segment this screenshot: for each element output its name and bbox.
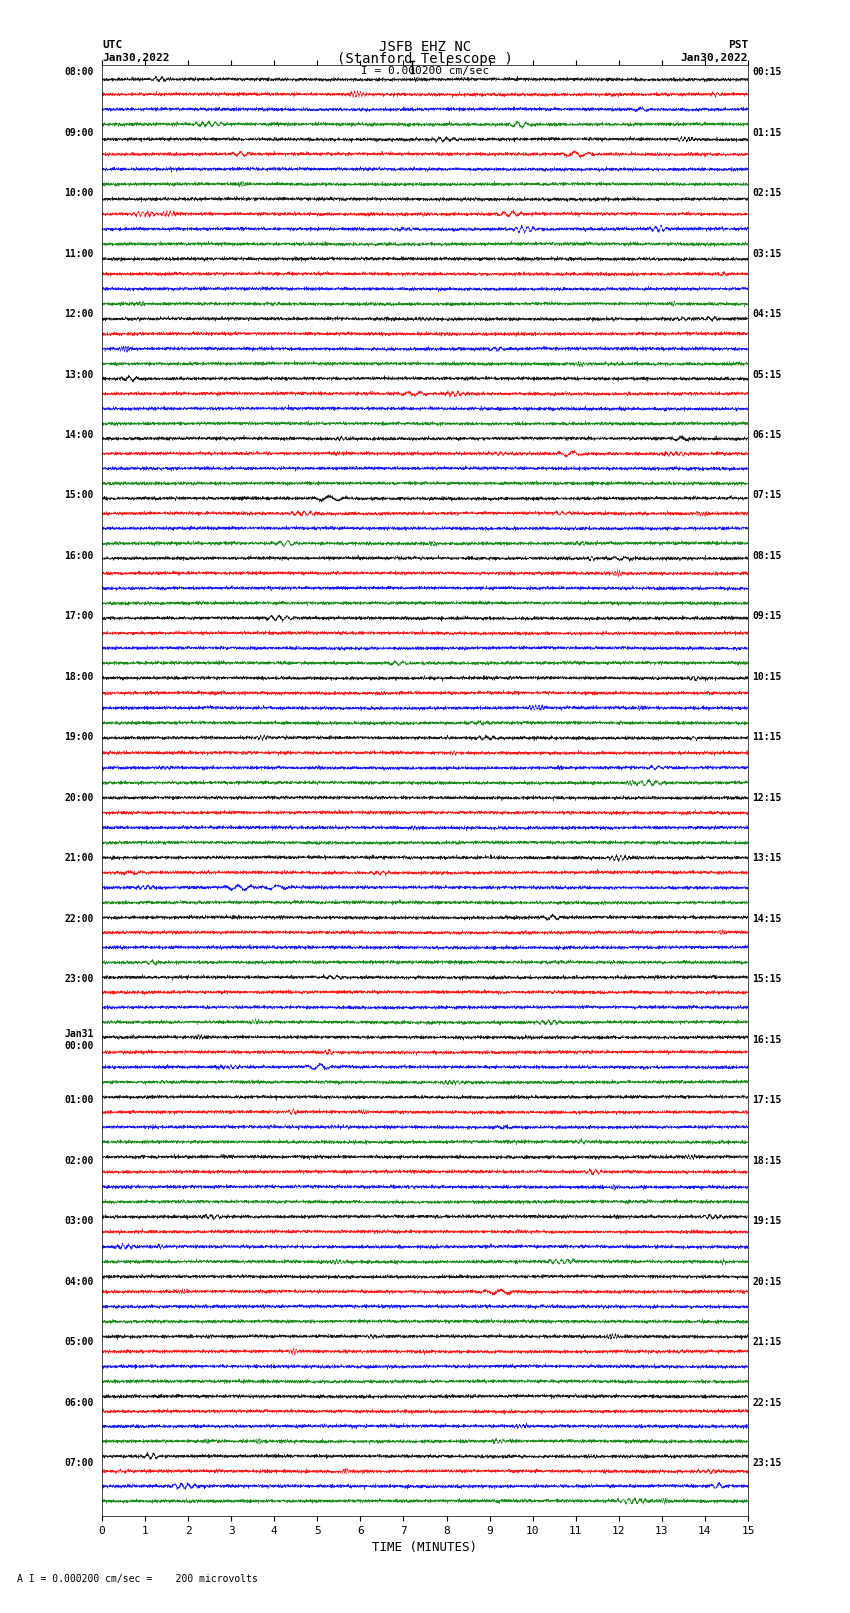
Text: 11:00: 11:00	[64, 248, 94, 258]
Text: 16:00: 16:00	[64, 552, 94, 561]
Text: 06:00: 06:00	[64, 1398, 94, 1408]
Text: JSFB EHZ NC: JSFB EHZ NC	[379, 40, 471, 55]
Text: 17:15: 17:15	[752, 1095, 782, 1105]
Text: 11:15: 11:15	[752, 732, 782, 742]
Text: 00:15: 00:15	[752, 68, 782, 77]
Text: 05:00: 05:00	[64, 1337, 94, 1347]
Text: 23:15: 23:15	[752, 1458, 782, 1468]
Text: 05:15: 05:15	[752, 369, 782, 379]
Text: 08:00: 08:00	[64, 68, 94, 77]
Text: 02:15: 02:15	[752, 189, 782, 198]
Text: 17:00: 17:00	[64, 611, 94, 621]
Text: 16:15: 16:15	[752, 1036, 782, 1045]
Text: 20:15: 20:15	[752, 1277, 782, 1287]
Text: Jan30,2022: Jan30,2022	[102, 53, 169, 63]
Text: 04:15: 04:15	[752, 310, 782, 319]
Text: 07:15: 07:15	[752, 490, 782, 500]
Text: 21:15: 21:15	[752, 1337, 782, 1347]
Text: I = 0.000200 cm/sec: I = 0.000200 cm/sec	[361, 66, 489, 76]
Text: 03:15: 03:15	[752, 248, 782, 258]
Text: 14:00: 14:00	[64, 431, 94, 440]
Text: Jan30,2022: Jan30,2022	[681, 53, 748, 63]
Text: 03:00: 03:00	[64, 1216, 94, 1226]
Text: Jan31
00:00: Jan31 00:00	[64, 1029, 94, 1050]
X-axis label: TIME (MINUTES): TIME (MINUTES)	[372, 1542, 478, 1555]
Text: 07:00: 07:00	[64, 1458, 94, 1468]
Text: 09:15: 09:15	[752, 611, 782, 621]
Text: 10:15: 10:15	[752, 673, 782, 682]
Text: 09:00: 09:00	[64, 127, 94, 137]
Text: (Stanford Telescope ): (Stanford Telescope )	[337, 52, 513, 66]
Text: 01:00: 01:00	[64, 1095, 94, 1105]
Text: UTC: UTC	[102, 40, 122, 50]
Text: 01:15: 01:15	[752, 127, 782, 137]
Text: 19:00: 19:00	[64, 732, 94, 742]
Text: 15:15: 15:15	[752, 974, 782, 984]
Text: 15:00: 15:00	[64, 490, 94, 500]
Text: 08:15: 08:15	[752, 552, 782, 561]
Text: 14:15: 14:15	[752, 915, 782, 924]
Text: 22:00: 22:00	[64, 915, 94, 924]
Text: 13:15: 13:15	[752, 853, 782, 863]
Text: 18:15: 18:15	[752, 1157, 782, 1166]
Text: A I = 0.000200 cm/sec =    200 microvolts: A I = 0.000200 cm/sec = 200 microvolts	[17, 1574, 258, 1584]
Text: 20:00: 20:00	[64, 794, 94, 803]
Text: 12:15: 12:15	[752, 794, 782, 803]
Text: 21:00: 21:00	[64, 853, 94, 863]
Text: 10:00: 10:00	[64, 189, 94, 198]
Text: 19:15: 19:15	[752, 1216, 782, 1226]
Text: 02:00: 02:00	[64, 1157, 94, 1166]
Text: 22:15: 22:15	[752, 1398, 782, 1408]
Text: 13:00: 13:00	[64, 369, 94, 379]
Text: 12:00: 12:00	[64, 310, 94, 319]
Text: 04:00: 04:00	[64, 1277, 94, 1287]
Text: 06:15: 06:15	[752, 431, 782, 440]
Text: 18:00: 18:00	[64, 673, 94, 682]
Text: 23:00: 23:00	[64, 974, 94, 984]
Text: PST: PST	[728, 40, 748, 50]
